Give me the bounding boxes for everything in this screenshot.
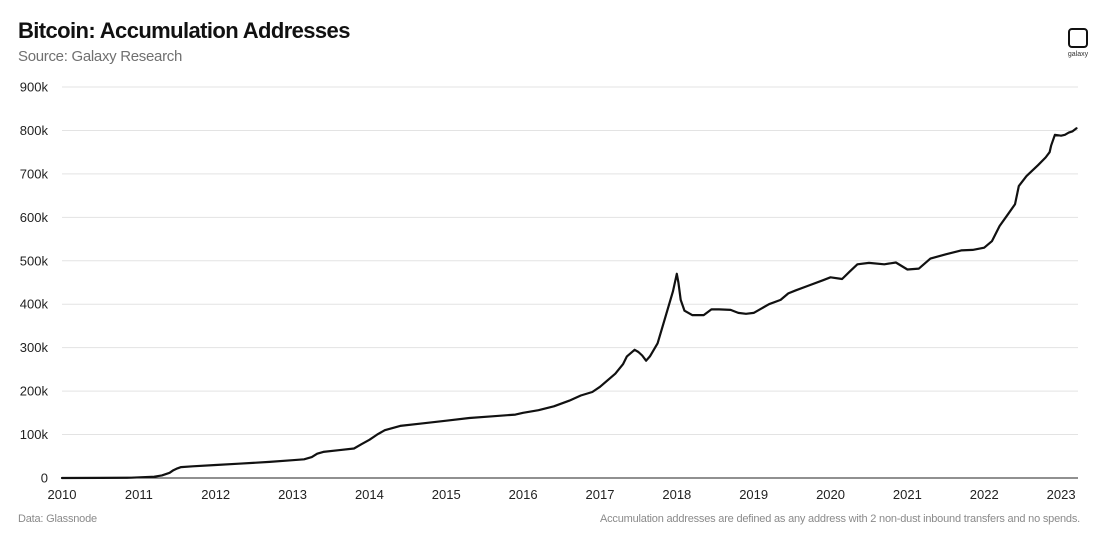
y-tick-label: 700k [20, 166, 49, 181]
x-tick-label: 2011 [125, 487, 153, 502]
galaxy-logo: galaxy [1066, 28, 1090, 64]
chart-subtitle: Source: Galaxy Research [18, 48, 183, 65]
x-axis-tick-labels: 2010 2011 2012 2013 2014 2015 2016 2017 2018 2019… [48, 487, 1076, 502]
y-tick-label: 500k [20, 253, 49, 268]
y-tick-label: 100k [20, 427, 49, 442]
y-tick-label: 0 [41, 471, 48, 486]
y-tick-label: 400k [20, 297, 49, 312]
x-tick-label: 2014 [355, 487, 384, 502]
galaxy-logo-icon [1068, 28, 1088, 48]
x-tick-label: 2012 [201, 487, 230, 502]
x-tick-label: 2022 [970, 487, 999, 502]
y-tick-label: 200k [20, 384, 49, 399]
y-tick-label: 600k [20, 210, 49, 225]
y-tick-label: 300k [20, 340, 49, 355]
y-tick-label: 900k [20, 80, 49, 95]
x-tick-label: 2020 [816, 487, 845, 502]
x-tick-label: 2016 [509, 487, 538, 502]
x-tick-label: 2019 [739, 487, 768, 502]
y-axis-tick-labels: 0 100k 200k 300k 400k 500k 600k 700k 800k 900k [20, 80, 49, 486]
series-line [60, 127, 1078, 480]
grid-lines [62, 86, 1078, 436]
x-tick-label: 2021 [893, 487, 922, 502]
chart-title: Bitcoin: Accumulation Addresses [18, 18, 350, 43]
x-tick-label: 2015 [432, 487, 461, 502]
x-tick-label: 2023 [1047, 487, 1076, 502]
x-tick-label: 2017 [586, 487, 615, 502]
y-tick-label: 800k [20, 123, 49, 138]
x-tick-label: 2018 [662, 487, 691, 502]
x-tick-label: 2013 [278, 487, 307, 502]
x-tick-label: 2010 [48, 487, 77, 502]
galaxy-logo-text: galaxy [1067, 51, 1089, 58]
footer-definition-note: Accumulation addresses are defined as an… [600, 513, 1080, 525]
footer-data-source: Data: Glassnode [18, 513, 97, 525]
